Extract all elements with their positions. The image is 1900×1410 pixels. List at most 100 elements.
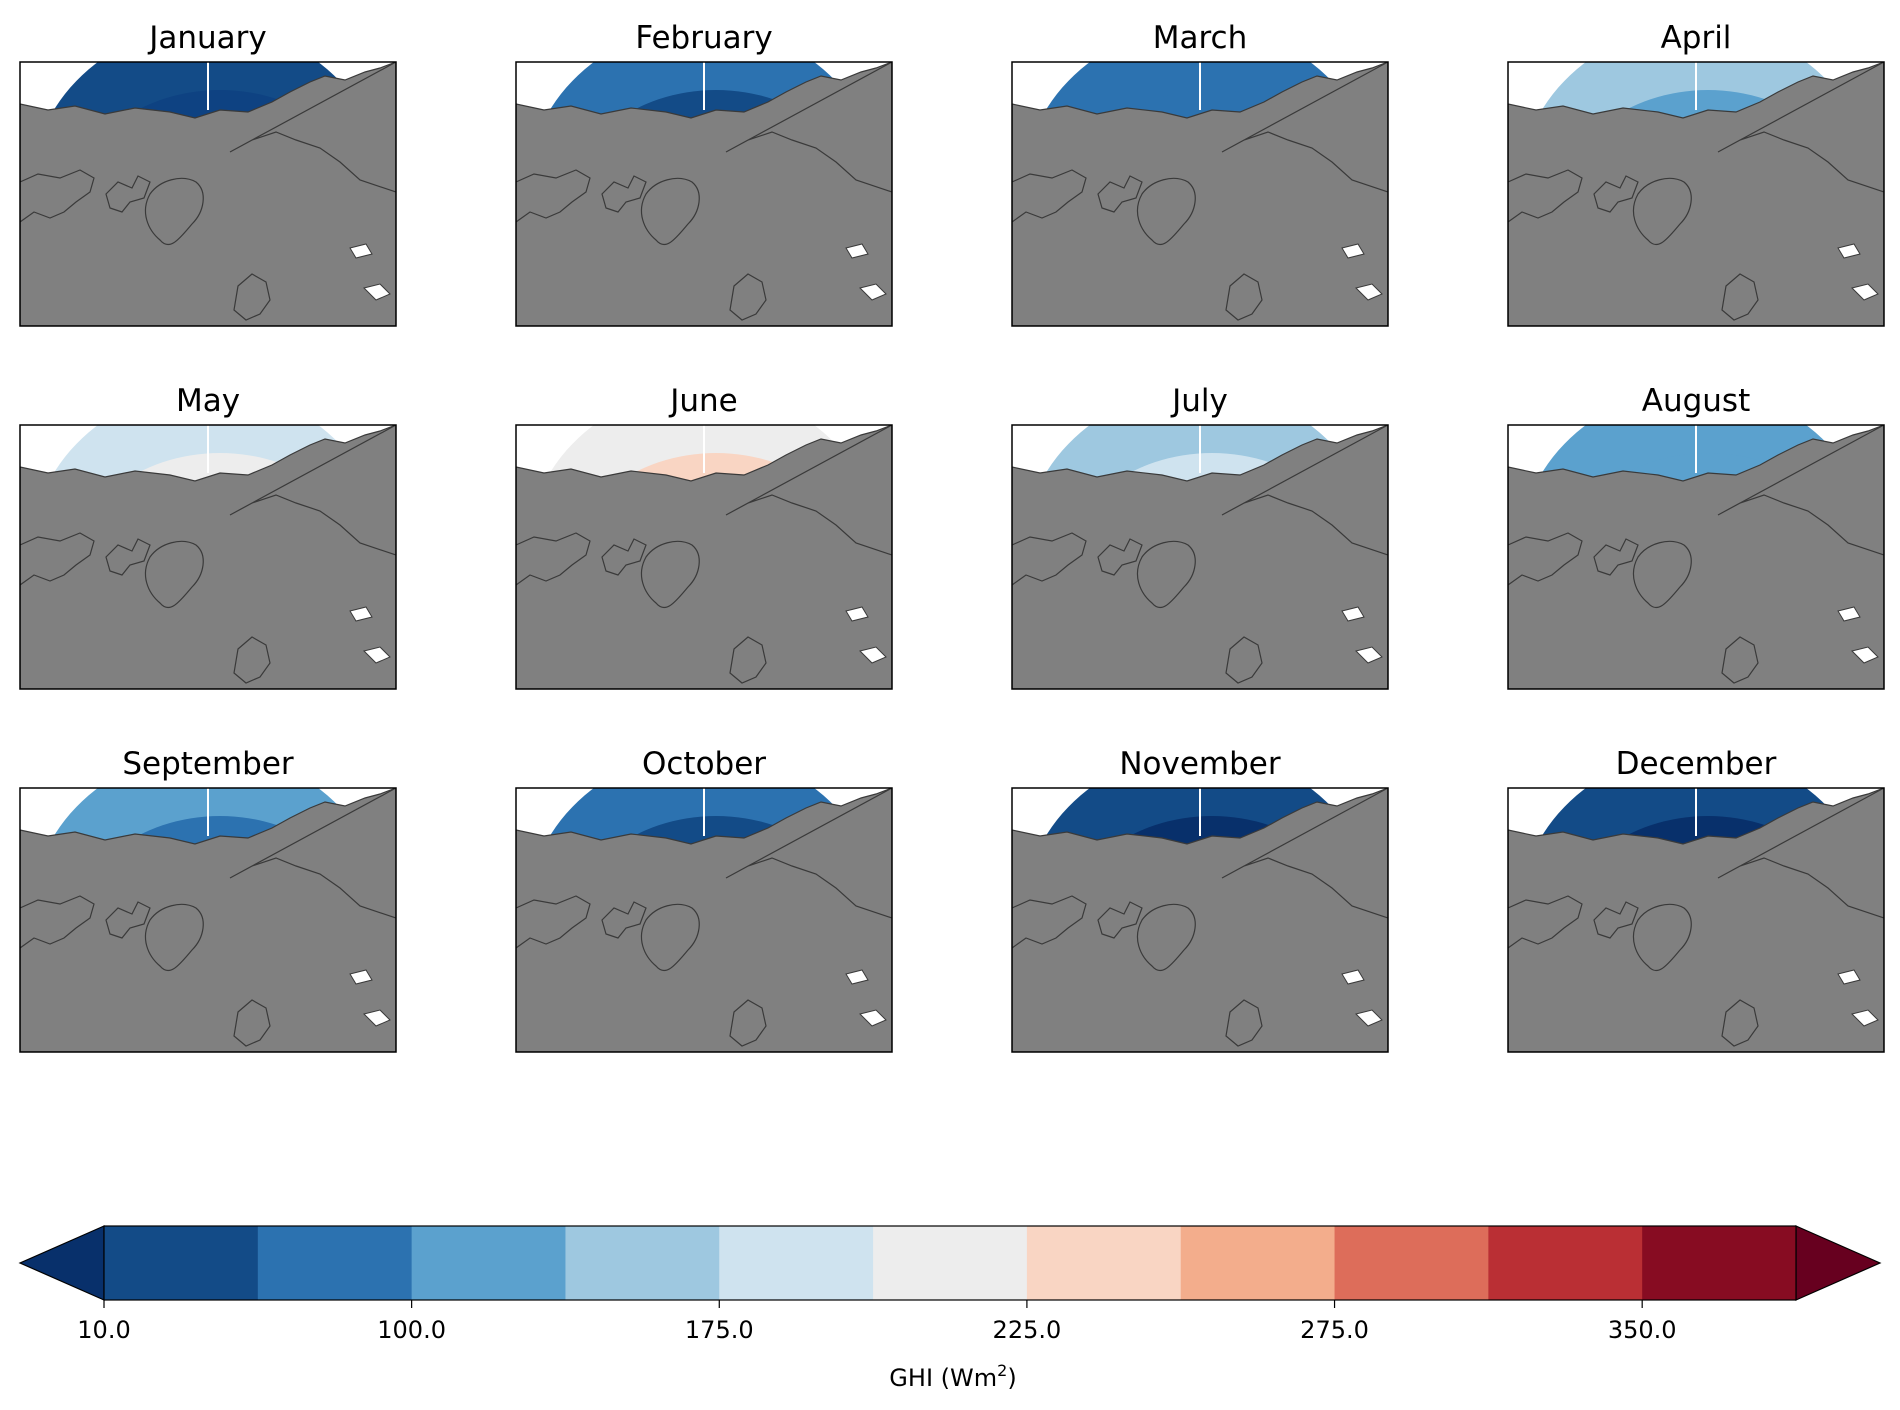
panel-title: March — [1153, 20, 1248, 56]
panel-frame — [19, 424, 397, 690]
land-mass-greenland — [641, 177, 700, 246]
land-mass-archipelago — [105, 901, 151, 939]
panel-title: February — [635, 20, 772, 56]
lake — [845, 243, 869, 259]
land-mass-scandinavia — [1721, 636, 1759, 684]
land-mass-north-america — [20, 895, 95, 949]
land-mass-scandinavia — [729, 999, 767, 1047]
land-mass-scandinavia — [729, 636, 767, 684]
land-mass-scandinavia — [1225, 273, 1263, 321]
colorbar-label: GHI (Wm2) — [889, 1361, 1016, 1392]
panel-frame — [1011, 424, 1389, 690]
land-mass-north-america — [1508, 895, 1583, 949]
lake — [349, 606, 373, 622]
colorbar: 10.0 100.0 175.0 225.0 275.0 350.0 GHI (Wm2) — [18, 1225, 1882, 1392]
panel-title: December — [1616, 746, 1777, 782]
colorbar-swatch — [411, 1226, 566, 1300]
land-mass-siberia — [1717, 62, 1884, 193]
panel-frame — [1011, 787, 1389, 1053]
lake — [363, 646, 391, 664]
panel-frame — [1507, 61, 1885, 327]
map-panel-september: September — [19, 746, 397, 1053]
lake — [1837, 969, 1861, 985]
land-mass-archipelago — [105, 175, 151, 213]
land-mass-greenland — [641, 903, 700, 972]
lake — [845, 606, 869, 622]
map-panel-november: November — [1011, 746, 1389, 1053]
colorbar-outline — [103, 1225, 1797, 1301]
colorbar-tick-label: 275.0 — [1300, 1316, 1369, 1344]
land-mass-north-america — [20, 532, 95, 586]
land-mass-scandinavia — [233, 273, 271, 321]
colorbar-swatch — [1180, 1226, 1336, 1300]
land-mass-scandinavia — [729, 273, 767, 321]
land-mass-siberia — [725, 425, 892, 556]
land-mass-greenland — [1137, 903, 1196, 972]
lake — [1837, 243, 1861, 259]
land-mass-greenland — [1633, 540, 1692, 609]
colorbar-ticks: 10.0 100.0 175.0 225.0 275.0 350.0 — [77, 1300, 1677, 1344]
land-mass-north-america — [1012, 532, 1087, 586]
lake — [1851, 283, 1879, 301]
lake — [1851, 1009, 1879, 1027]
map-panel-december: December — [1507, 746, 1885, 1053]
map-panel-june: June — [515, 383, 893, 690]
land-mass-north-america — [20, 169, 95, 223]
lake — [845, 969, 869, 985]
land-mass-north-america — [516, 169, 591, 223]
land-mass-scandinavia — [233, 999, 271, 1047]
lake — [859, 283, 887, 301]
lake — [1355, 1009, 1383, 1027]
panel-frame — [515, 61, 893, 327]
land-mass-greenland — [145, 177, 204, 246]
land-mass-siberia — [229, 788, 396, 919]
land-mass-archipelago — [601, 175, 647, 213]
land-mass-archipelago — [1097, 538, 1143, 576]
lake — [349, 969, 373, 985]
lake — [1851, 646, 1879, 664]
panel-title: May — [176, 383, 240, 419]
panel-title: April — [1661, 20, 1732, 56]
map-panels-grid: January February March April May June July Augu… — [19, 20, 1885, 1053]
land-mass-siberia — [1221, 425, 1388, 556]
lake — [1341, 969, 1365, 985]
panel-frame — [1507, 424, 1885, 690]
lake — [1341, 606, 1365, 622]
land-mass-north-america — [1012, 895, 1087, 949]
land-mass-archipelago — [1097, 901, 1143, 939]
land-mass-siberia — [1221, 788, 1388, 919]
colorbar-swatch — [104, 1226, 259, 1300]
land-mass-scandinavia — [1721, 999, 1759, 1047]
land-mass-archipelago — [1593, 901, 1639, 939]
land-mass-greenland — [641, 540, 700, 609]
colorbar-tick-label: 175.0 — [685, 1316, 754, 1344]
map-panel-january: January — [19, 20, 397, 327]
land-mass-north-america — [1508, 532, 1583, 586]
colorbar-tick-label: 10.0 — [77, 1316, 130, 1344]
lake — [363, 1009, 391, 1027]
colorbar-extend-high — [1795, 1225, 1882, 1301]
land-mass-archipelago — [1593, 538, 1639, 576]
lake — [363, 283, 391, 301]
colorbar-tick-label: 100.0 — [377, 1316, 446, 1344]
land-mass-scandinavia — [233, 636, 271, 684]
land-mass-siberia — [1221, 62, 1388, 193]
panel-frame — [1507, 787, 1885, 1053]
land-mass-archipelago — [601, 901, 647, 939]
land-mass-greenland — [145, 903, 204, 972]
land-mass-siberia — [1717, 425, 1884, 556]
land-mass-archipelago — [1097, 175, 1143, 213]
land-mass-archipelago — [105, 538, 151, 576]
panel-frame — [1011, 61, 1389, 327]
land-mass-siberia — [725, 62, 892, 193]
land-mass-siberia — [229, 62, 396, 193]
panel-title: January — [147, 20, 267, 56]
lake — [1355, 283, 1383, 301]
panel-frame — [19, 61, 397, 327]
land-mass-greenland — [145, 540, 204, 609]
panel-frame — [19, 787, 397, 1053]
panel-title: September — [122, 746, 294, 782]
panel-title: June — [668, 383, 738, 419]
map-panel-february: February — [515, 20, 893, 327]
